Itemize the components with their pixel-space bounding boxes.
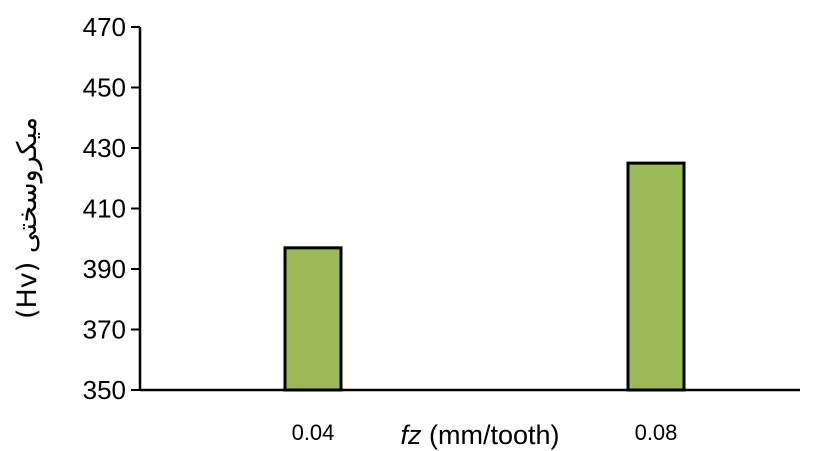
bar-0.04	[283, 246, 343, 392]
y-tick-label: 370	[83, 315, 126, 345]
y-tick-label: 430	[83, 133, 126, 163]
y-tick-label: 450	[83, 73, 126, 103]
y-axis-label: میکروسختی (Hv)	[12, 117, 43, 319]
y-axis-ticks: 350 370 390 410 430 450 470	[83, 12, 140, 405]
x-category-label: 0.08	[635, 420, 678, 445]
y-tick-label: 410	[83, 194, 126, 224]
x-axis-label-variable: fz	[400, 420, 422, 450]
x-axis-categories: 0.04 0.08	[292, 420, 678, 445]
bar-0.08	[626, 161, 686, 392]
x-axis-label-unit: (mm/tooth)	[421, 420, 559, 450]
y-tick-label: 350	[83, 375, 126, 405]
y-tick-label: 470	[83, 12, 126, 42]
x-category-label: 0.04	[292, 420, 335, 445]
bars	[283, 161, 686, 392]
y-tick-label: 390	[83, 254, 126, 284]
x-axis-label: fz (mm/tooth)	[400, 420, 559, 450]
axes	[138, 27, 800, 392]
